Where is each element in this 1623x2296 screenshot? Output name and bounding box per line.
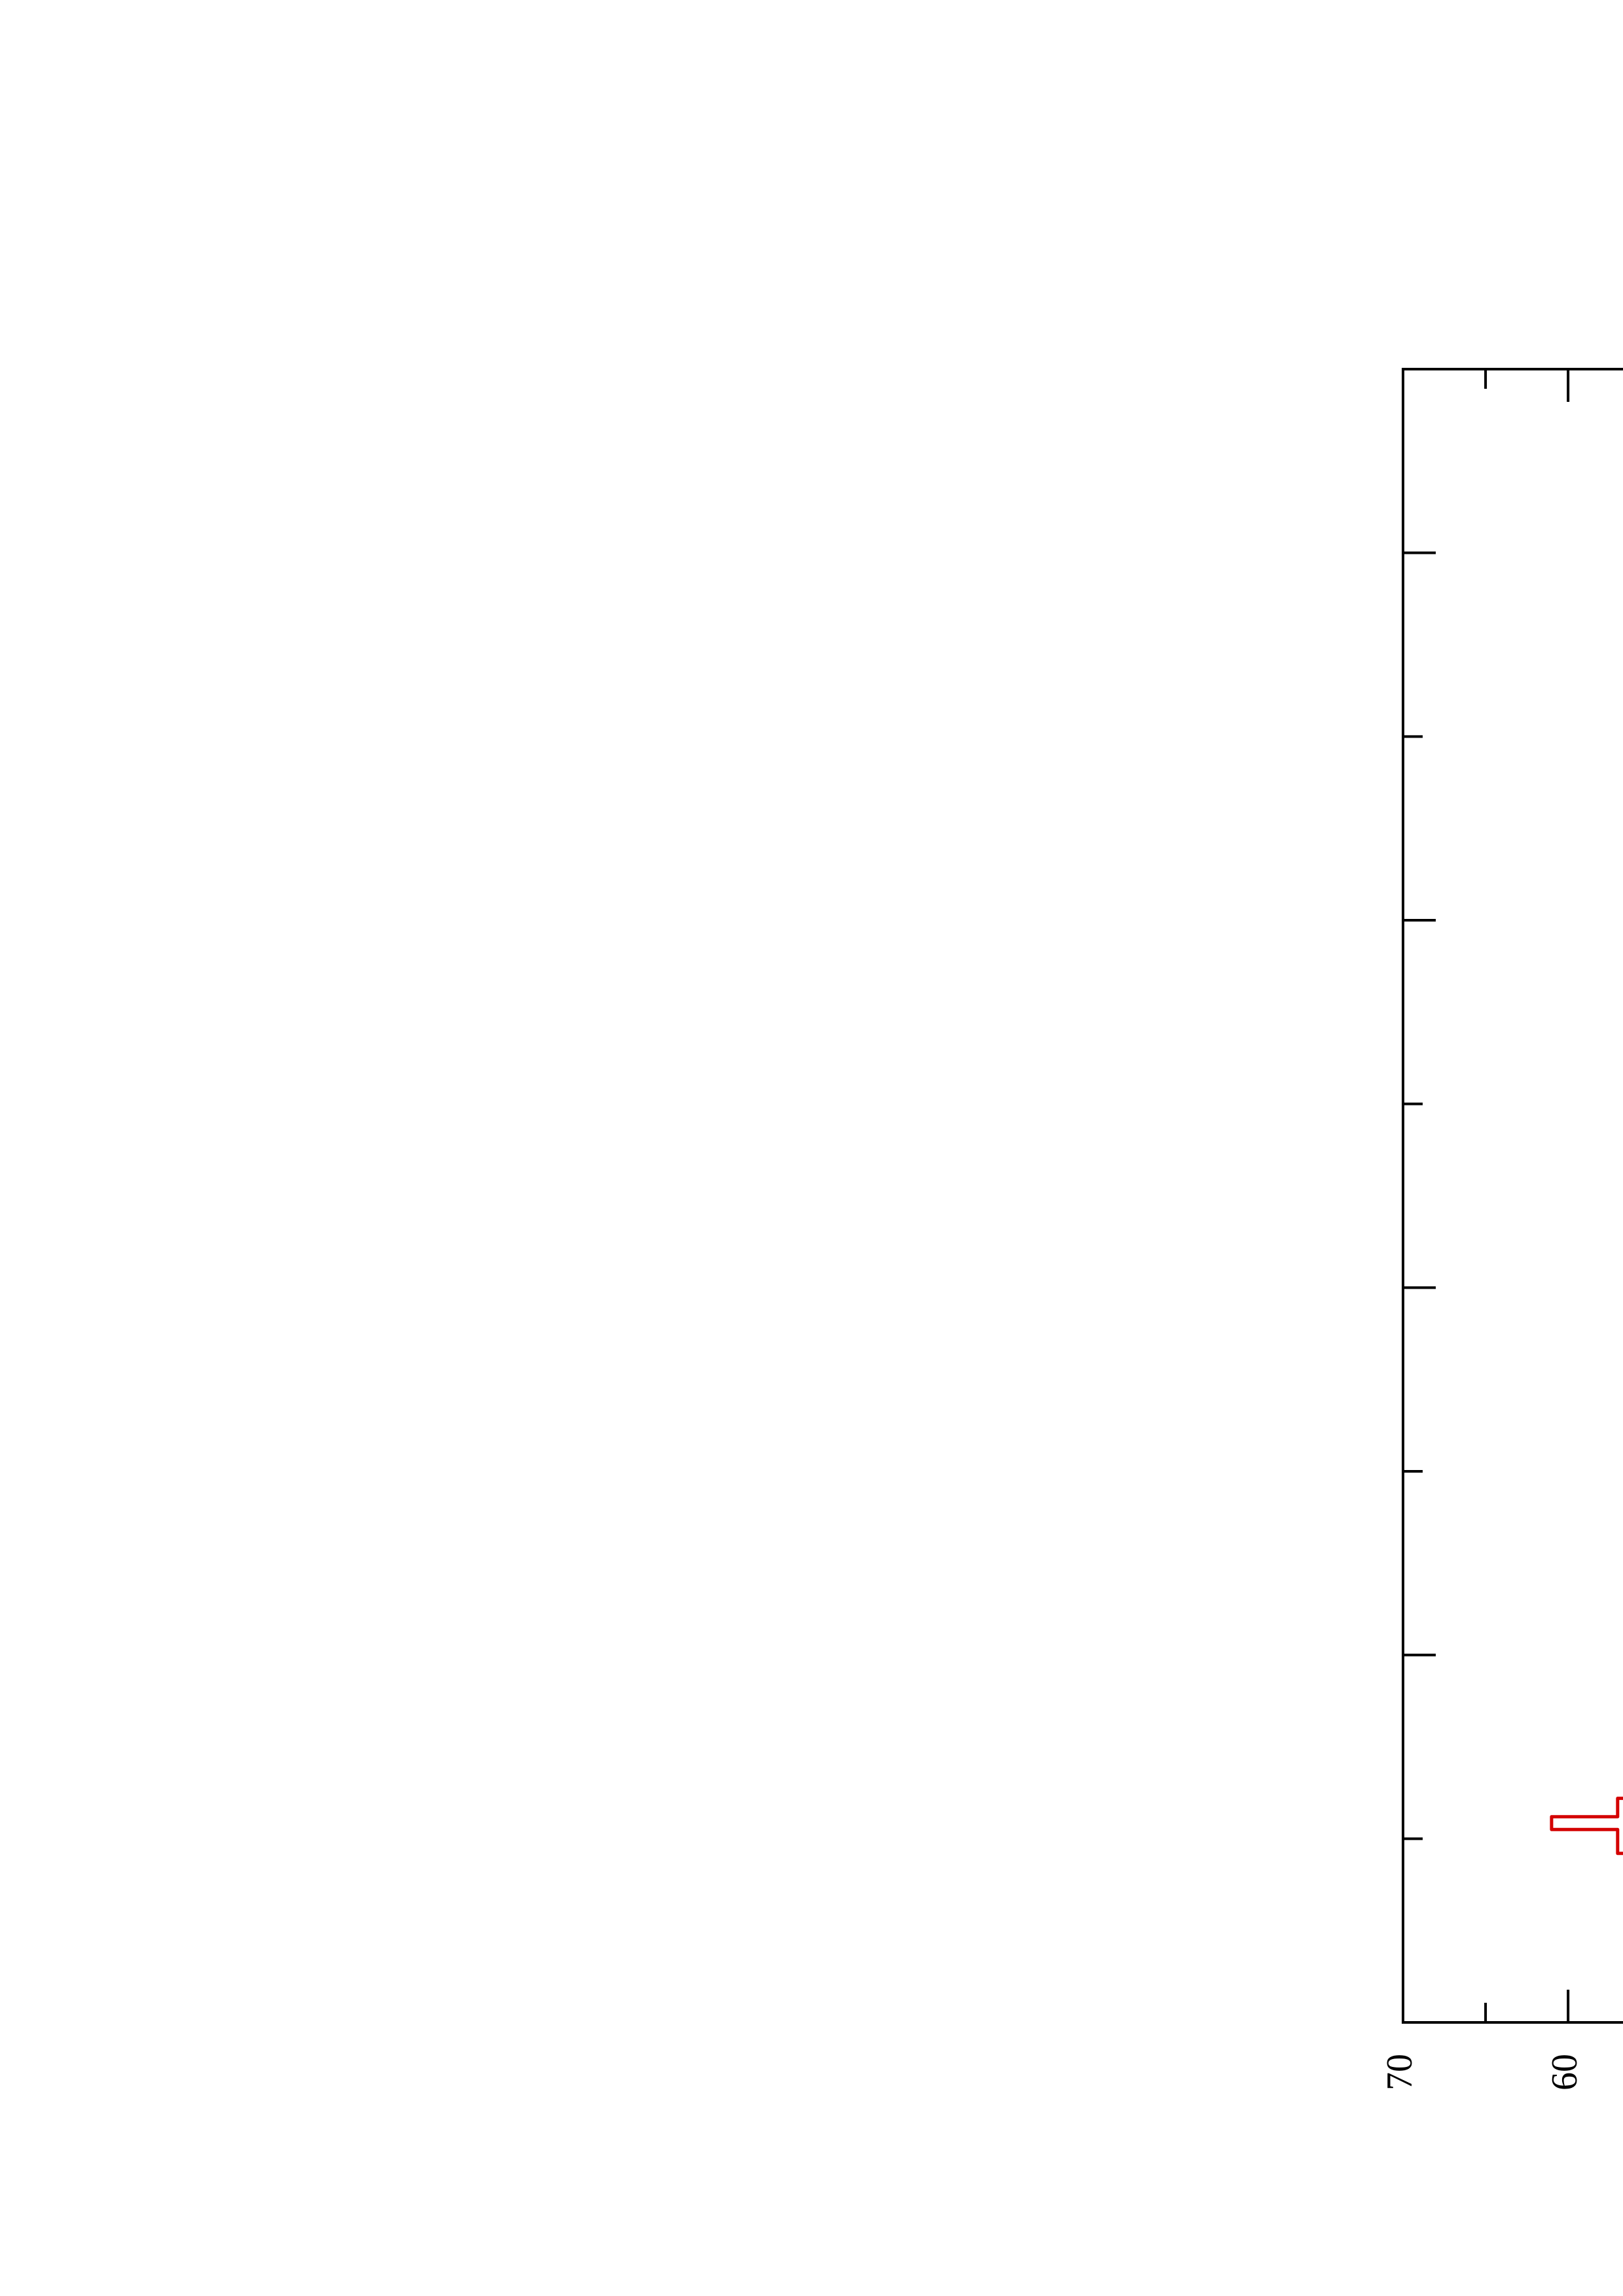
y-tick-label: 70 bbox=[1379, 2054, 1420, 2090]
y-axis-ticks bbox=[1484, 369, 1570, 2022]
y-tick-label: 60 bbox=[1544, 2054, 1585, 2090]
series-line-1 bbox=[1550, 543, 1623, 2022]
series-layer bbox=[1550, 543, 1623, 2022]
tick-labels: 0200400600800010203040506070 bbox=[1379, 2054, 1585, 2090]
plot-area bbox=[1402, 368, 1623, 2024]
plot-frame bbox=[1402, 368, 1623, 2024]
x-axis-ticks bbox=[1403, 551, 1436, 1840]
